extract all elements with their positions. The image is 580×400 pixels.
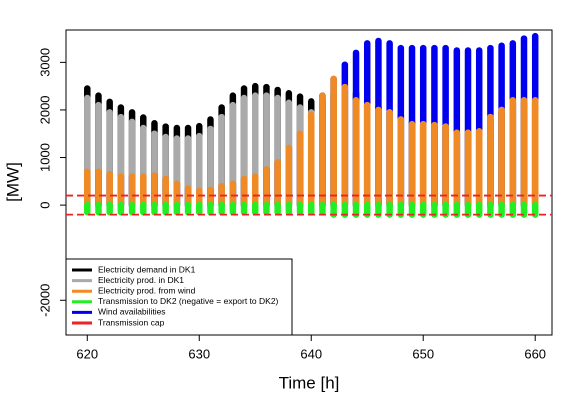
x-tick-label: 620 [76,346,98,361]
legend-label: Electricity demand in DK1 [98,264,196,274]
y-tick-label: 3000 [37,48,52,77]
y-tick-label: -2000 [37,284,52,317]
y-tick-label: 2000 [37,95,52,124]
x-tick-label: 640 [300,346,322,361]
legend-box [65,258,293,336]
marks [66,32,552,218]
legend-label: Transmission to DK2 (negative = export t… [98,296,279,306]
y-tick-label: 0 [37,201,52,208]
plot-frame [65,29,553,336]
legend-label: Electricity prod. in DK1 [98,275,184,285]
legend-label: Transmission cap [98,317,165,327]
y-tick-label: 1000 [37,143,52,172]
y-axis-title: [MW] [3,162,22,202]
legend-label: Wind availabilities [98,307,166,317]
legend-label: Electricity prod. from wind [98,285,196,295]
x-axis-title: Time [h] [279,373,340,392]
x-tick-label: 650 [412,346,434,361]
x-tick-label: 660 [524,346,546,361]
x-tick-label: 630 [188,346,210,361]
